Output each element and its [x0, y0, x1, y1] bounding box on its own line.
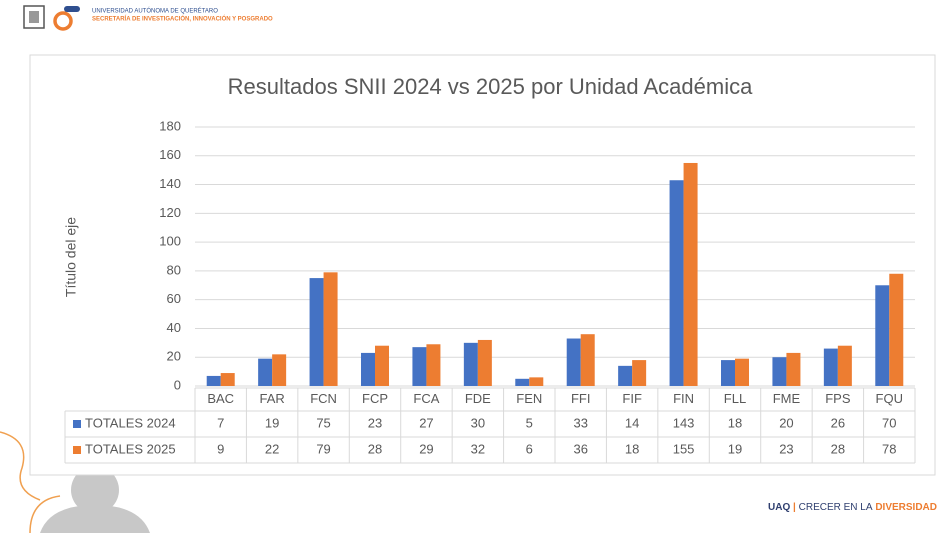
- table-value: 23: [779, 441, 793, 456]
- bar: [412, 347, 426, 386]
- x-tick-label: BAC: [207, 391, 234, 406]
- bar: [515, 379, 529, 386]
- footer: UAQ | CRECER EN LA DIVERSIDAD: [768, 502, 937, 513]
- bar: [361, 353, 375, 386]
- x-tick-label: FAR: [259, 391, 284, 406]
- bar: [567, 339, 581, 386]
- table-value: 18: [625, 441, 639, 456]
- table-value: 79: [316, 441, 330, 456]
- table-value: 29: [419, 441, 433, 456]
- table-value: 19: [728, 441, 742, 456]
- x-tick-label: FIF: [622, 391, 642, 406]
- bar: [258, 359, 272, 386]
- footer-highlight: DIVERSIDAD: [875, 502, 937, 513]
- bar: [426, 344, 440, 386]
- table-value: 5: [526, 415, 533, 430]
- table-value: 33: [573, 415, 587, 430]
- y-tick-label: 160: [159, 147, 181, 162]
- table-value: 19: [265, 415, 279, 430]
- y-axis-label: Título del eje: [63, 217, 79, 297]
- x-tick-label: FFI: [571, 391, 591, 406]
- x-tick-label: FIN: [673, 391, 694, 406]
- bar: [735, 359, 749, 386]
- bar: [838, 346, 852, 386]
- bar: [786, 353, 800, 386]
- slide: UNIVERSIDAD AUTÓNOMA DE QUERÉTARO SECRET…: [0, 0, 944, 533]
- footer-brand: UAQ: [768, 502, 790, 513]
- table-value: 143: [673, 415, 695, 430]
- table-value: 22: [265, 441, 279, 456]
- table-value: 36: [573, 441, 587, 456]
- bar: [310, 278, 324, 386]
- department: SECRETARÍA DE INVESTIGACIÓN, INNOVACIÓN …: [92, 15, 273, 23]
- x-tick-label: FCN: [310, 391, 337, 406]
- y-tick-label: 40: [167, 320, 181, 335]
- bar: [375, 346, 389, 386]
- decor-silhouette: [40, 466, 150, 533]
- page: {"header": {"institution": "UNIVERSIDAD …: [0, 0, 944, 533]
- legend-label: TOTALES 2024: [85, 415, 176, 430]
- x-tick-label: FLL: [724, 391, 746, 406]
- y-tick-label: 20: [167, 349, 181, 364]
- table-value: 28: [368, 441, 382, 456]
- legend-swatch: [73, 420, 81, 428]
- bar: [618, 366, 632, 386]
- bar: [207, 376, 221, 386]
- chart-title: Resultados SNII 2024 vs 2025 por Unidad …: [228, 74, 753, 99]
- y-tick-label: 60: [167, 291, 181, 306]
- x-tick-label: FEN: [516, 391, 542, 406]
- bar: [684, 163, 698, 386]
- footer-slogan: CRECER EN LA: [799, 502, 873, 513]
- x-tick-label: FPS: [825, 391, 851, 406]
- legend-swatch: [73, 446, 81, 454]
- table-value: 78: [882, 441, 896, 456]
- bar: [478, 340, 492, 386]
- bar: [221, 373, 235, 386]
- footer-separator: |: [793, 502, 796, 513]
- table-value: 32: [471, 441, 485, 456]
- bar: [889, 274, 903, 386]
- x-tick-label: FCP: [362, 391, 388, 406]
- bar: [824, 349, 838, 386]
- y-tick-label: 120: [159, 205, 181, 220]
- table-value: 26: [831, 415, 845, 430]
- logo: [24, 6, 80, 29]
- x-tick-label: FME: [773, 391, 801, 406]
- institution: UNIVERSIDAD AUTÓNOMA DE QUERÉTARO: [92, 8, 218, 15]
- y-tick-label: 0: [174, 377, 181, 392]
- bar: [464, 343, 478, 386]
- table-value: 30: [471, 415, 485, 430]
- bar: [721, 360, 735, 386]
- bar: [324, 272, 338, 386]
- x-tick-label: FCA: [413, 391, 439, 406]
- table-value: 7: [217, 415, 224, 430]
- table-value: 23: [368, 415, 382, 430]
- bar: [529, 377, 543, 386]
- table-value: 18: [728, 415, 742, 430]
- y-tick-label: 180: [159, 118, 181, 133]
- bar: [875, 285, 889, 386]
- table-value: 9: [217, 441, 224, 456]
- y-tick-label: 80: [167, 262, 181, 277]
- bar: [632, 360, 646, 386]
- x-tick-label: FDE: [465, 391, 491, 406]
- table-value: 75: [316, 415, 330, 430]
- y-tick-label: 100: [159, 234, 181, 249]
- table-value: 14: [625, 415, 639, 430]
- table-value: 6: [526, 441, 533, 456]
- bar: [581, 334, 595, 386]
- table-value: 20: [779, 415, 793, 430]
- y-tick-label: 140: [159, 176, 181, 191]
- x-tick-label: FQU: [876, 391, 903, 406]
- bar: [670, 180, 684, 386]
- table-value: 27: [419, 415, 433, 430]
- table-value: 155: [673, 441, 695, 456]
- table-value: 70: [882, 415, 896, 430]
- table-value: 28: [831, 441, 845, 456]
- legend-label: TOTALES 2025: [85, 441, 176, 456]
- bar: [772, 357, 786, 386]
- bar: [272, 354, 286, 386]
